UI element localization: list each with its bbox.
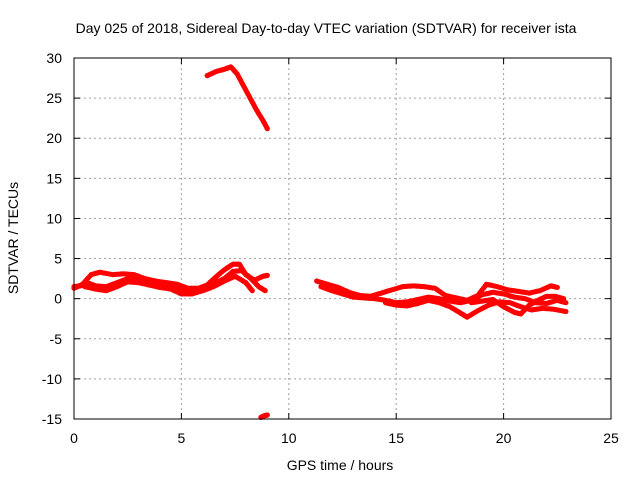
x-tick-label: 10 — [281, 430, 297, 446]
series-track-b-high — [204, 64, 270, 132]
data-point — [264, 272, 270, 278]
x-tick-label: 20 — [496, 430, 512, 446]
data-point — [262, 288, 268, 294]
plot-frame — [73, 57, 612, 420]
y-tick-label: 5 — [54, 251, 62, 267]
y-tick-label: 25 — [46, 90, 62, 106]
series-track-c-low — [258, 412, 270, 420]
data-point — [264, 126, 270, 132]
data-point — [249, 288, 255, 294]
grid-lines — [74, 58, 611, 419]
y-axis-label: SDTVAR / TECUs — [5, 182, 21, 294]
x-axis-label: GPS time / hours — [287, 457, 394, 473]
y-tick-label: -10 — [42, 371, 62, 387]
chart-title: Day 025 of 2018, Sidereal Day-to-day VTE… — [76, 20, 577, 36]
data-point — [554, 284, 560, 290]
y-tick-label: -5 — [50, 331, 63, 347]
y-tick-label: 20 — [46, 130, 62, 146]
y-tick-label: 10 — [46, 210, 62, 226]
series-track-d-middle — [318, 284, 569, 307]
y-tick-label: 15 — [46, 170, 62, 186]
data-points — [71, 64, 569, 420]
data-point — [561, 296, 567, 302]
series-track-a-dip — [82, 273, 255, 297]
y-tick-labels: -15 -10 -5 0 5 10 15 20 25 30 — [42, 50, 62, 427]
x-tick-label: 5 — [178, 430, 186, 446]
x-tick-label: 25 — [603, 430, 619, 446]
x-tick-label: 15 — [388, 430, 404, 446]
x-tick-labels: 0 5 10 15 20 25 — [70, 430, 619, 446]
x-tick-label: 0 — [70, 430, 78, 446]
data-point — [563, 308, 569, 315]
data-point — [264, 412, 270, 418]
data-point — [563, 300, 569, 306]
y-tick-label: -15 — [42, 411, 62, 427]
axis-ticks — [73, 57, 612, 420]
series-track-d-cross — [468, 293, 567, 317]
y-tick-label: 30 — [46, 50, 62, 66]
y-tick-label: 0 — [54, 291, 62, 307]
